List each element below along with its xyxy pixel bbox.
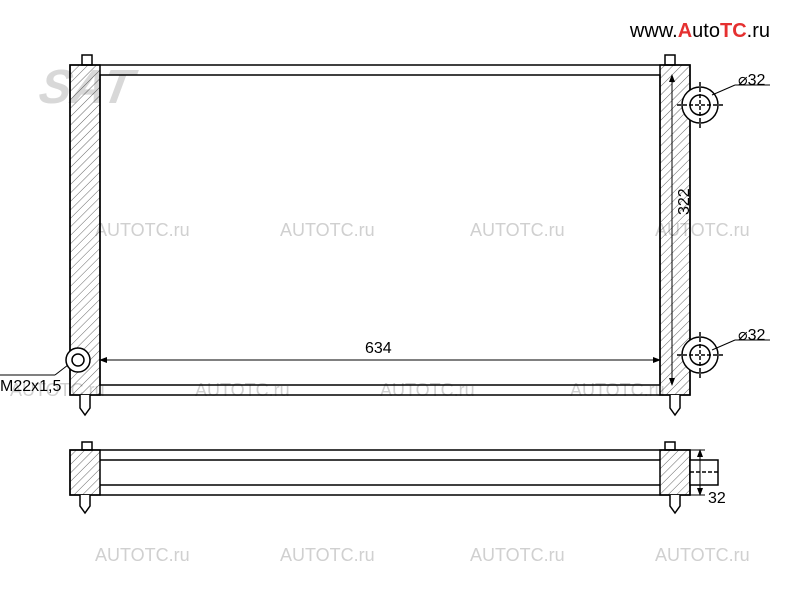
drawing-canvas: SAT www.AutoTC.ru AUTOTC.ruAUTOTC.ruAUTO… <box>0 0 800 600</box>
dim-label-m22: M22x1,5 <box>0 378 61 396</box>
leader-m22 <box>0 365 68 375</box>
dim-label-322: 322 <box>676 188 694 215</box>
technical-drawing <box>0 0 800 600</box>
side-view <box>70 442 718 513</box>
dim-label-634: 634 <box>365 340 392 358</box>
front-view <box>66 55 723 415</box>
dim-label-dia32-bottom: ⌀32 <box>738 325 765 345</box>
dim-label-side-32: 32 <box>708 490 726 508</box>
dim-label-dia32-top: ⌀32 <box>738 70 765 90</box>
